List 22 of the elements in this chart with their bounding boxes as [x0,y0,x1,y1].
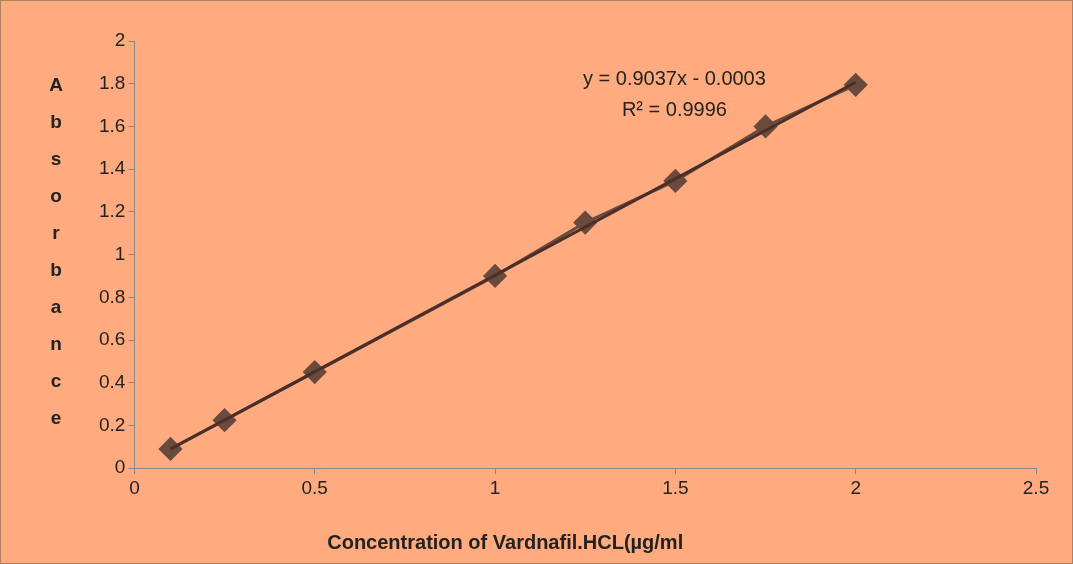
y-tick-label: 1.4 [98,157,126,179]
text: Absorbance [49,74,63,429]
y-tick-label: 0.2 [98,413,126,435]
y-tick-label: 0.6 [98,328,126,350]
y-tick-label: 0.4 [98,370,126,392]
x-tick-label: 2 [850,476,861,498]
x-tick-label: 0.5 [301,476,328,498]
x-tick-label: 2.5 [1022,476,1050,498]
y-tick-label: 0.8 [98,285,126,307]
x-tick-label: 0 [129,476,140,498]
y-tick-label: 1.8 [98,71,126,93]
y-tick-label: 2 [114,29,126,51]
annotation: R² = 0.9996 [621,97,727,120]
y-tick-label: 1.6 [98,114,126,136]
point [158,437,182,461]
x-tick-label: 1.5 [662,476,689,498]
y-tick-label: 1 [114,242,126,264]
annotation: y = 0.9037x - 0.0003 [582,66,766,89]
y-tick-label: 0 [114,456,126,478]
x-axis-title: Concentration of Vardnafil.HCL(µg/ml [327,530,684,553]
y-tick-label: 1.2 [98,200,126,222]
x-tick-label: 1 [489,476,501,498]
